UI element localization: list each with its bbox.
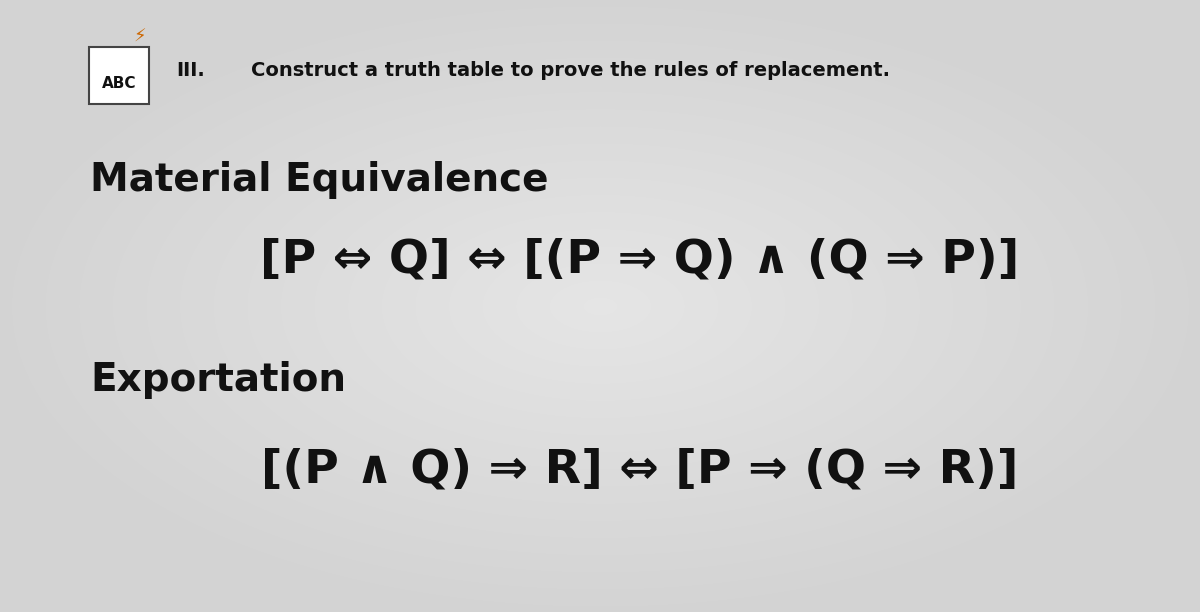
Text: [(P ∧ Q) ⇒ R] ⇔ [P ⇒ (Q ⇒ R)]: [(P ∧ Q) ⇒ R] ⇔ [P ⇒ (Q ⇒ R)] — [262, 447, 1019, 493]
Text: [P ⇔ Q] ⇔ [(P ⇒ Q) ∧ (Q ⇒ P)]: [P ⇔ Q] ⇔ [(P ⇒ Q) ∧ (Q ⇒ P)] — [260, 237, 1020, 283]
Text: Exportation: Exportation — [90, 361, 346, 399]
FancyBboxPatch shape — [89, 47, 149, 104]
Text: III.: III. — [176, 61, 205, 80]
Text: ABC: ABC — [102, 76, 137, 91]
Text: ⚡: ⚡ — [133, 28, 146, 46]
Text: Material Equivalence: Material Equivalence — [90, 161, 548, 199]
Text: Construct a truth table to prove the rules of replacement.: Construct a truth table to prove the rul… — [251, 61, 890, 80]
